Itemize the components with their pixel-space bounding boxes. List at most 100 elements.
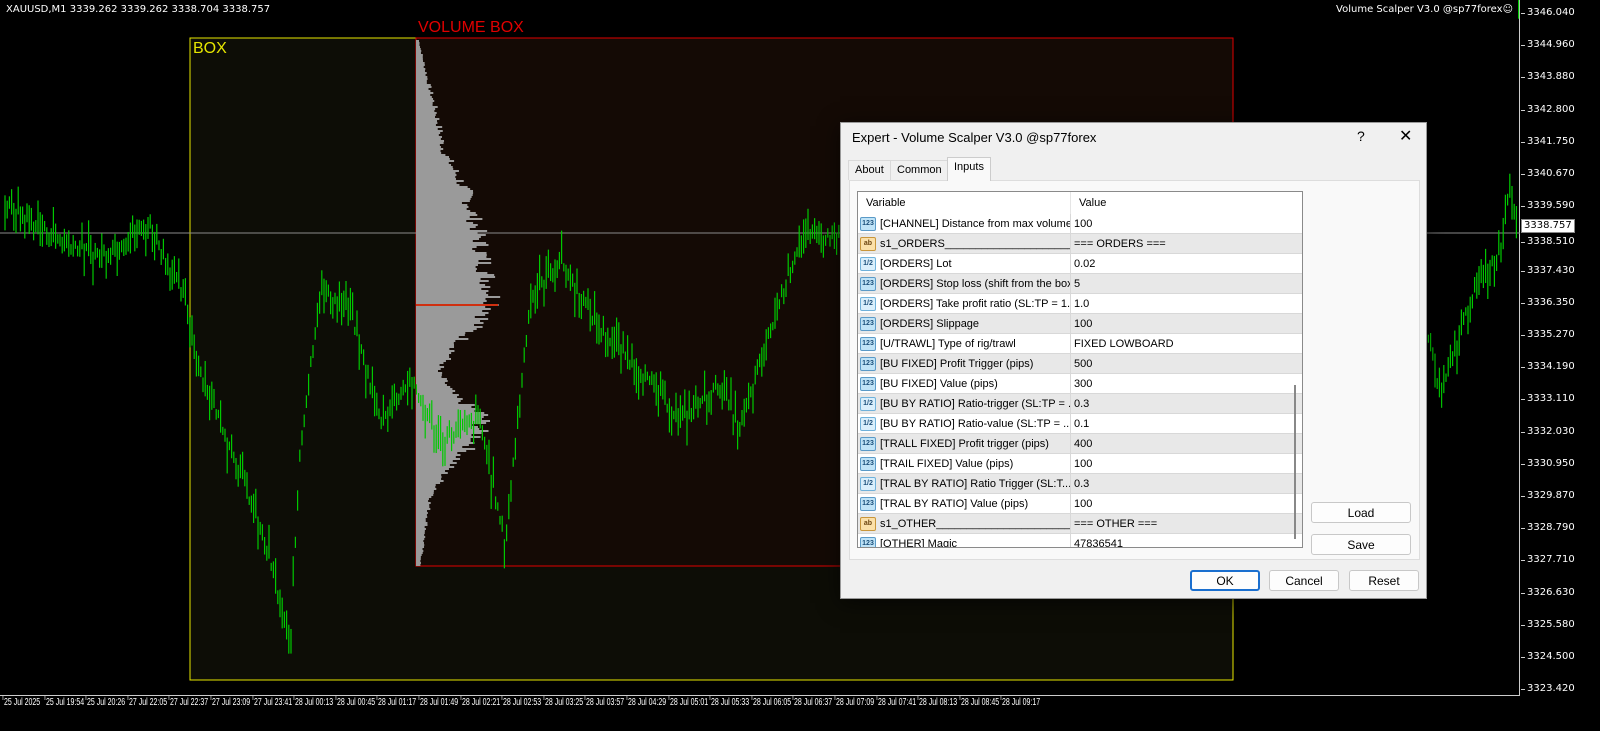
- volume-profile-bar: [416, 330, 474, 332]
- expert-label[interactable]: Volume Scalper V3.0 @sp77forex☺: [1336, 4, 1513, 15]
- variable-cell: 123 [CHANNEL] Distance from max volume...: [858, 214, 1071, 233]
- value-cell[interactable]: 47836541: [1074, 537, 1123, 548]
- time-tick: 28 Jul 08:13: [917, 696, 958, 708]
- volume-profile-bar: [416, 274, 495, 276]
- close-button[interactable]: ✕: [1399, 128, 1413, 145]
- time-tick: 27 Jul 23:41: [252, 696, 292, 708]
- input-row[interactable]: 123 [BU FIXED] Profit Trigger (pips) 500: [858, 354, 1302, 374]
- input-row[interactable]: 1/2 [BU BY RATIO] Ratio-value (SL:TP = ..…: [858, 414, 1302, 434]
- reset-button[interactable]: Reset: [1349, 570, 1419, 591]
- volume-profile-bar: [416, 434, 472, 436]
- cancel-button[interactable]: Cancel: [1269, 570, 1339, 591]
- variable-name: [TRALL FIXED] Profit trigger (pips): [880, 437, 1049, 450]
- value-cell[interactable]: 0.02: [1074, 257, 1096, 270]
- volume-profile-bar: [416, 104, 433, 106]
- value-cell[interactable]: 100: [1074, 497, 1093, 510]
- value-cell[interactable]: === ORDERS ===: [1074, 237, 1166, 250]
- value-cell[interactable]: 0.3: [1074, 397, 1090, 410]
- volume-profile-bar: [416, 378, 447, 380]
- variable-cell: ab s1_ORDERS___________________________..…: [858, 234, 1071, 253]
- time-tick: 28 Jul 02:21: [460, 696, 500, 708]
- input-row[interactable]: 1/2 [ORDERS] Take profit ratio (SL:TP = 1…: [858, 294, 1302, 314]
- volume-profile-bar: [416, 416, 484, 418]
- volume-profile-bar: [416, 496, 432, 498]
- help-button[interactable]: ?: [1357, 128, 1365, 144]
- input-row[interactable]: 123 [BU FIXED] Value (pips) 300: [858, 374, 1302, 394]
- volume-profile-bar: [416, 294, 489, 296]
- value-cell[interactable]: === OTHER ===: [1074, 517, 1158, 530]
- inputs-table[interactable]: Variable Value 123 [CHANNEL] Distance fro…: [857, 191, 1303, 548]
- volume-profile-bar: [416, 188, 471, 190]
- value-cell[interactable]: 400: [1074, 437, 1093, 450]
- time-tick: 28 Jul 06:05: [751, 696, 791, 708]
- input-row[interactable]: ab s1_OTHER___________________________...…: [858, 514, 1302, 534]
- input-row[interactable]: ab s1_ORDERS___________________________..…: [858, 234, 1302, 254]
- symbol-info[interactable]: XAUUSD,M1 3339.262 3339.262 3338.704 333…: [6, 4, 271, 15]
- input-row[interactable]: 123 [CHANNEL] Distance from max volume...…: [858, 214, 1302, 234]
- volume-profile-bar: [416, 336, 459, 338]
- volume-profile-bar: [416, 324, 475, 326]
- volume-profile-bar: [416, 42, 420, 44]
- column-variable[interactable]: Variable: [858, 192, 1071, 214]
- volume-profile-bar: [416, 64, 425, 66]
- volume-profile-bar: [416, 424, 473, 426]
- value-cell[interactable]: FIXED LOWBOARD: [1074, 337, 1174, 350]
- input-row[interactable]: 123 [ORDERS] Stop loss (shift from the bo…: [858, 274, 1302, 294]
- input-row[interactable]: 123 [U/TRAWL] Type of rig/trawl FIXED LOWB…: [858, 334, 1302, 354]
- volume-profile-bar: [416, 392, 453, 394]
- price-tick: 3329.870: [1521, 490, 1575, 501]
- volume-profile-bar: [416, 76, 428, 78]
- tab-inputs[interactable]: Inputs: [947, 157, 991, 181]
- input-row[interactable]: 1/2 [ORDERS] Lot 0.02: [858, 254, 1302, 274]
- variable-cell: 123 [BU FIXED] Profit Trigger (pips): [858, 354, 1071, 373]
- volume-profile-bar: [416, 318, 489, 320]
- dialog-title: Expert - Volume Scalper V3.0 @sp77forex: [852, 130, 1097, 145]
- input-row[interactable]: 123 [TRAL BY RATIO] Value (pips) 100: [858, 494, 1302, 514]
- save-button[interactable]: Save: [1311, 534, 1411, 555]
- load-button[interactable]: Load: [1311, 502, 1411, 523]
- volume-profile-bar: [416, 150, 441, 152]
- volume-profile-bar: [416, 384, 447, 386]
- input-row[interactable]: 1/2 [BU BY RATIO] Ratio-trigger (SL:TP = …: [858, 394, 1302, 414]
- value-cell[interactable]: 300: [1074, 377, 1093, 390]
- volume-profile-bar: [416, 80, 427, 82]
- variable-cell: 123 [ORDERS] Stop loss (shift from the bo…: [858, 274, 1071, 293]
- scrollbar[interactable]: [1294, 385, 1296, 539]
- volume-profile-bar: [416, 482, 441, 484]
- input-row[interactable]: 123 [TRALL FIXED] Profit trigger (pips) 40…: [858, 434, 1302, 454]
- volume-profile-bar: [416, 136, 442, 138]
- input-row[interactable]: 1/2 [TRAL BY RATIO] Ratio Trigger (SL:T..…: [858, 474, 1302, 494]
- tab-common[interactable]: Common: [890, 160, 949, 180]
- value-cell[interactable]: 500: [1074, 357, 1093, 370]
- volume-profile-bar: [416, 98, 434, 100]
- value-cell[interactable]: 5: [1074, 277, 1081, 290]
- volume-profile-bar: [416, 464, 450, 466]
- value-cell[interactable]: 0.3: [1074, 477, 1090, 490]
- volume-profile-bar: [416, 288, 482, 290]
- value-cell[interactable]: 100: [1074, 457, 1093, 470]
- input-row[interactable]: 123 [OTHER] Magic 47836541: [858, 534, 1302, 548]
- column-value[interactable]: Value: [1079, 197, 1107, 209]
- value-cell[interactable]: 100: [1074, 317, 1093, 330]
- value-cell[interactable]: 1.0: [1074, 297, 1090, 310]
- input-row[interactable]: 123 [ORDERS] Slippage 100: [858, 314, 1302, 334]
- volume-profile-bar: [416, 50, 422, 52]
- volume-profile-bar: [416, 366, 445, 368]
- volume-profile-bar: [416, 454, 461, 456]
- time-tick: 27 Jul 22:37: [169, 696, 209, 708]
- tab-about[interactable]: About: [848, 160, 891, 180]
- volume-profile-bar: [416, 252, 487, 254]
- volume-profile-bar: [416, 326, 483, 328]
- ok-button[interactable]: OK: [1190, 570, 1260, 591]
- volume-profile-bar: [416, 538, 425, 540]
- volume-profile-bar: [416, 232, 478, 234]
- value-cell[interactable]: 100: [1074, 217, 1093, 230]
- value-cell[interactable]: 0.1: [1074, 417, 1090, 430]
- volume-profile-bar: [416, 110, 435, 112]
- volume-profile-bar: [416, 44, 420, 46]
- volume-profile-bar: [416, 540, 424, 542]
- type-integer-icon: 123: [860, 456, 876, 471]
- volume-profile-bar: [416, 266, 476, 268]
- variable-cell: 123 [TRALL FIXED] Profit trigger (pips): [858, 434, 1071, 453]
- input-row[interactable]: 123 [TRAIL FIXED] Value (pips) 100: [858, 454, 1302, 474]
